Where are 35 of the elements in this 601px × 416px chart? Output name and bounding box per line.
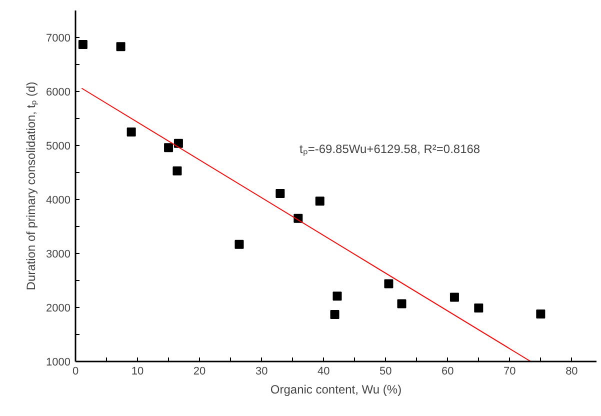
y-tick-label: 2000 <box>46 302 71 314</box>
y-axis-title: Duration of primary consolidation, tₚ (d) <box>24 82 38 290</box>
x-tick-label: 50 <box>380 366 392 378</box>
point <box>172 166 182 176</box>
y-tick-label: 1000 <box>46 356 71 368</box>
x-tick-label: 60 <box>442 366 454 378</box>
x-tick-label: 20 <box>193 366 206 378</box>
x-tick-label: 0 <box>72 366 79 378</box>
x-tick-label: 80 <box>566 366 578 378</box>
x-axis-title: Organic content, Wu (%) <box>270 382 402 396</box>
y-tick-label: 4000 <box>46 194 71 206</box>
point <box>397 299 406 308</box>
x-tick-label: 70 <box>504 366 516 378</box>
y-tick-label: 5000 <box>46 140 71 152</box>
point <box>174 138 183 148</box>
point <box>330 310 340 320</box>
point <box>474 304 484 313</box>
point <box>536 309 546 318</box>
point <box>164 143 174 152</box>
y-tick-label: 7000 <box>46 32 71 44</box>
x-tick-label: 30 <box>255 366 268 378</box>
point <box>450 292 459 302</box>
point <box>234 240 244 249</box>
point <box>315 196 324 206</box>
point <box>332 292 342 301</box>
point <box>78 40 88 50</box>
point <box>126 128 136 136</box>
y-tick-label: 3000 <box>46 248 71 260</box>
annotation: tₚ=-69.85Wu+6129.58, R²=0.8168 <box>300 142 480 156</box>
point <box>384 279 394 288</box>
x-tick-label: 40 <box>317 366 330 378</box>
point <box>116 42 126 52</box>
y-tick-label: 6000 <box>46 86 71 98</box>
x-tick-label: 10 <box>131 366 144 378</box>
point <box>276 189 285 198</box>
